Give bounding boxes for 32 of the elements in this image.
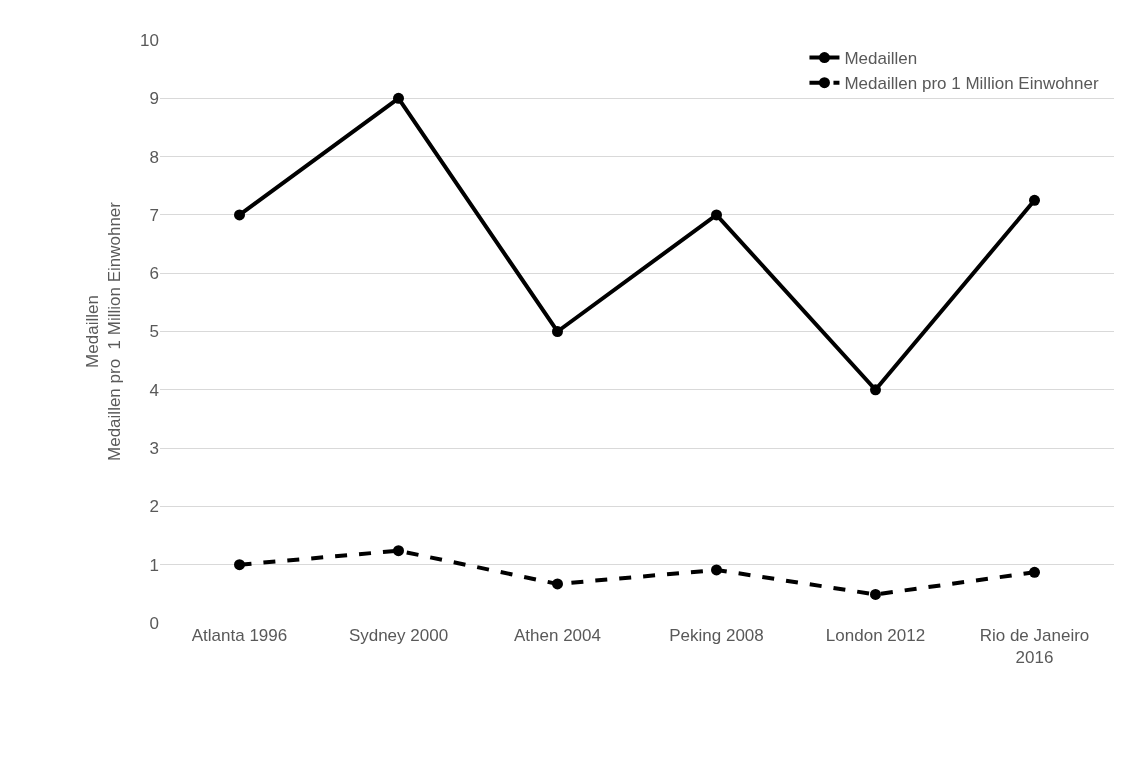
y-tick-label: 9 <box>149 89 159 109</box>
x-tick-label: London 2012 <box>825 626 926 645</box>
x-tick-label: Sydney 2000 <box>348 626 449 645</box>
y-tick-label: 4 <box>149 380 159 400</box>
point <box>1029 566 1040 578</box>
y-tick-label: 2 <box>149 497 159 517</box>
point <box>393 92 404 104</box>
y-tick-label: 5 <box>149 322 159 342</box>
y-tick-label: 10 <box>140 30 159 50</box>
y-axis-title: Medaillen Medaillen pro 1 Million Einwohner <box>82 201 124 461</box>
y-tick-label: 1 <box>149 555 159 575</box>
y-tick-label: 3 <box>149 439 159 459</box>
x-tick-label: Peking 2008 <box>669 626 764 645</box>
x-tick-label: Athen 2004 <box>514 626 601 645</box>
point <box>552 578 563 590</box>
y-tick-label: 6 <box>149 264 159 284</box>
point <box>393 545 404 557</box>
x-tick-label: Rio de Janeiro 2016 <box>979 626 1090 668</box>
point <box>552 326 563 337</box>
point <box>234 559 245 571</box>
point <box>870 384 881 396</box>
y-tick-label: 7 <box>149 205 159 225</box>
point <box>711 209 722 221</box>
y-tick-label: 0 <box>149 613 159 633</box>
legend-label: Medaillen pro 1 Million Einwohner <box>844 74 1099 94</box>
x-tick-label: Atlanta 1996 <box>191 626 288 645</box>
point <box>234 209 245 221</box>
point <box>1029 194 1040 206</box>
legend-label: Medaillen <box>844 49 918 69</box>
y-tick-label: 8 <box>149 147 159 167</box>
point <box>711 564 722 576</box>
point <box>870 588 881 600</box>
